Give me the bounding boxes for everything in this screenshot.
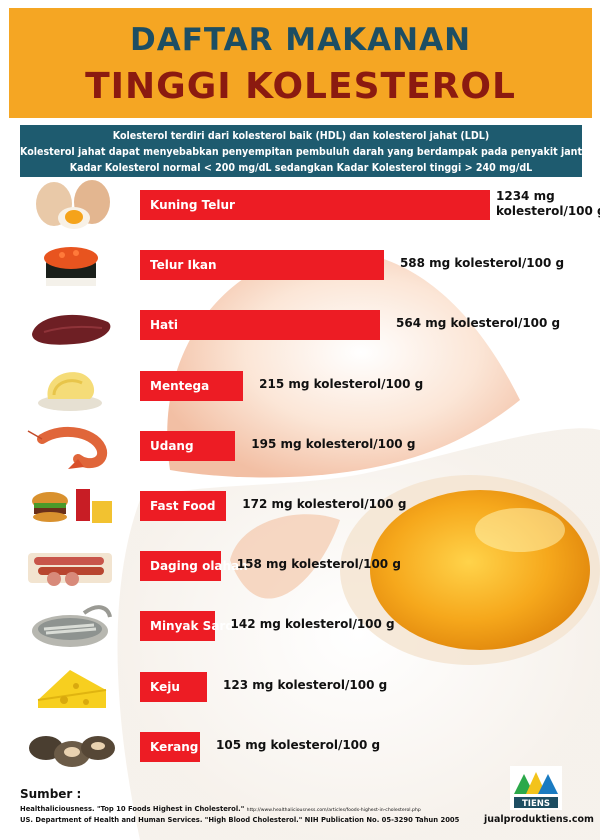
source-label: Sumber :	[20, 787, 82, 801]
category-label: Hati	[150, 318, 178, 333]
logo-text: TIENS	[522, 799, 550, 809]
fast-food-icon	[32, 489, 112, 523]
value-label: 142 mg kolesterol/100 g	[231, 609, 395, 639]
title-banner: DAFTAR MAKANAN TINGGI KOLESTEROL	[9, 8, 592, 118]
bar-kerang	[140, 731, 200, 762]
category-label: Mentega	[150, 378, 210, 393]
value-label: 588 mg kolesterol/100 g	[400, 248, 564, 278]
value-label-line: 1234 mg	[496, 189, 555, 203]
value-label: 105 mg kolesterol/100 g	[216, 730, 380, 760]
value-label: 564 mg kolesterol/100 g	[396, 308, 560, 338]
value-label-line: 215 mg kolesterol/100 g	[259, 376, 424, 391]
category-label: Daging olahan	[150, 559, 248, 574]
category-label: Telur Ikan	[150, 258, 217, 273]
value-label-line: 195 mg kolesterol/100 g	[251, 436, 416, 451]
value-label: 172 mg kolesterol/100 g	[242, 489, 406, 519]
value-label-line: 564 mg kolesterol/100 g	[396, 316, 561, 331]
shrimp-icon	[27, 426, 108, 469]
bar-telur-ikan	[140, 250, 384, 281]
value-label: 215 mg kolesterol/100 g	[259, 369, 423, 399]
website-link[interactable]: jualproduktiens.com	[484, 814, 594, 825]
category-label: Kerang	[150, 739, 199, 754]
category-label: Udang	[150, 438, 194, 453]
bar-fast-food	[140, 491, 227, 521]
value-label-line: 158 mg kolesterol/100 g	[236, 557, 401, 572]
cheese-icon	[37, 669, 107, 708]
bar-daging-olahan	[140, 551, 221, 582]
value-label-line: kolesterol/100 g	[496, 204, 600, 218]
value-label-line: 588 mg kolesterol/100 g	[399, 256, 565, 271]
reference-2: US. Department of Health and Human Servi…	[20, 816, 460, 824]
clam-icon	[29, 735, 115, 767]
reference-1-url: http://www.healthaliciousness.com/articl…	[246, 808, 421, 813]
butter-icon	[38, 371, 102, 411]
tiens-logo: TIENS	[510, 766, 562, 810]
value-label: 158 mg kolesterol/100 g	[237, 549, 401, 579]
value-label-line: 105 mg kolesterol/100 g	[216, 737, 381, 752]
info-line-3: Kadar Kolesterol normal < 200 mg/dL seda…	[69, 162, 533, 174]
title-line-1: DAFTAR MAKANAN	[129, 22, 472, 58]
bar-keju	[140, 671, 208, 702]
value-label: 123 mg kolesterol/100 g	[223, 670, 387, 700]
bar-hati	[140, 310, 380, 341]
value-label: 195 mg kolesterol/100 g	[251, 429, 415, 459]
fish-roe-sushi-icon	[44, 247, 98, 287]
info-line-1: Kolesterol terdiri dari kolesterol baik …	[112, 130, 490, 142]
egg-yolk-icon	[36, 180, 110, 229]
category-label: Keju	[150, 679, 180, 694]
sausage-icon	[28, 553, 112, 587]
bar-udang	[140, 430, 236, 461]
category-label: Minyak Sarden	[150, 619, 251, 634]
info-box: Kolesterol terdiri dari kolesterol baik …	[20, 125, 600, 177]
reference-1-text: Healthaliciousness. "Top 10 Foods Highes…	[20, 805, 245, 813]
title-line-2: TINGGI KOLESTEROL	[85, 66, 516, 107]
value-label: 1234 mg kolesterol/100 g	[496, 189, 600, 219]
reference-1: Healthaliciousness. "Top 10 Foods Highes…	[20, 805, 421, 813]
category-label: Fast Food	[150, 499, 216, 513]
bar-kuning-telur	[140, 190, 490, 220]
liver-icon	[32, 315, 111, 346]
bar-minyak-sarden	[140, 611, 215, 642]
category-label: Kuning Telur	[150, 198, 235, 212]
value-label-line: 142 mg kolesterol/100 g	[230, 617, 395, 632]
value-label-line: 172 mg kolesterol/100 g	[242, 497, 407, 511]
info-line-2: Kolesterol jahat dapat menyebabkan penye…	[20, 146, 600, 158]
value-label-line: 123 mg kolesterol/100 g	[223, 677, 388, 692]
sardine-can-icon	[32, 605, 112, 648]
bar-mentega	[140, 370, 244, 401]
